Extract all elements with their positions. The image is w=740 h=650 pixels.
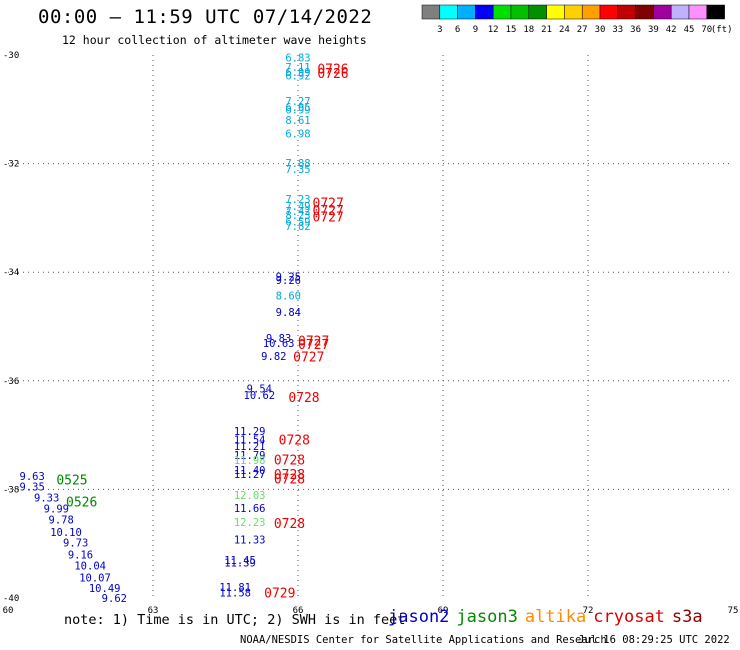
swh-value-label: 8.61 — [285, 115, 310, 127]
swh-value-label: 7.49 — [285, 201, 310, 213]
swh-value-label: 9.25 — [276, 272, 301, 284]
x-tick-label: 72 — [583, 606, 594, 616]
swh-value-label: 10.49 — [89, 583, 121, 595]
swh-value-label: 6.95 — [285, 102, 310, 114]
y-tick-label: -32 — [3, 160, 19, 170]
time-label: 0727 — [293, 350, 324, 365]
swh-value-label: 7.11 — [285, 62, 310, 74]
y-tick-label: -38 — [3, 485, 19, 495]
swh-value-label: 7.27 — [285, 96, 310, 108]
swh-value-label: 11.45 — [224, 555, 256, 567]
satellite-legend: jason2 jason3 altika cryosat s3a — [388, 607, 710, 627]
x-tick-label: 66 — [293, 606, 304, 616]
swh-value-label: 7.42 — [285, 206, 310, 218]
time-label: 0727 — [313, 197, 344, 212]
swh-value-label: 11.66 — [234, 503, 266, 515]
y-tick-label: -30 — [3, 51, 19, 61]
swh-value-label: 11.33 — [234, 534, 266, 546]
swh-value-label: 11.79 — [234, 450, 266, 462]
swh-value-label: 7.82 — [285, 221, 310, 233]
swh-value-label: 9.35 — [20, 482, 45, 494]
time-label: 0726 — [317, 67, 348, 82]
swh-value-label: 6.83 — [285, 53, 310, 65]
swh-value-label: 8.23 — [285, 210, 310, 222]
credit-text: NOAA/NESDIS Center for Satellite Applica… — [240, 634, 607, 646]
time-label: 0727 — [313, 204, 344, 219]
swh-value-label: 9.99 — [44, 503, 69, 515]
swh-value-label: 7.88 — [285, 158, 310, 170]
swh-value-label: 12.23 — [234, 517, 266, 529]
swh-value-label: 11.54 — [234, 434, 266, 446]
swh-value-label: 9.82 — [261, 351, 286, 363]
swh-value-label: 11.27 — [234, 469, 266, 481]
chart-subtitle: 12 hour collection of altimeter wave hei… — [62, 33, 367, 47]
swh-value-label: 11.29 — [234, 426, 266, 438]
swh-value-label: 6.59 — [285, 217, 310, 229]
legend-s3a: s3a — [671, 607, 703, 627]
time-label: 0726 — [317, 63, 348, 78]
swh-value-label: 10.04 — [74, 560, 106, 572]
swh-value-label: 9.26 — [276, 275, 301, 287]
swh-value-label: 7.23 — [285, 194, 310, 206]
time-label: 0728 — [274, 468, 305, 483]
legend-cryosat: cryosat — [593, 607, 665, 627]
generated-timestamp: Jul 16 08:29:25 UTC 2022 — [578, 634, 730, 646]
swh-value-label: 8.60 — [276, 291, 301, 303]
swh-value-label: 9.54 — [247, 383, 272, 395]
x-tick-label: 69 — [438, 606, 449, 616]
swh-value-label: 9.84 — [276, 307, 301, 319]
swh-value-label: 11.21 — [234, 441, 266, 453]
time-label: 0728 — [274, 473, 305, 488]
swh-value-label: 9.83 — [266, 333, 291, 345]
swh-value-label: 6.92 — [285, 71, 310, 83]
time-label: 0525 — [56, 474, 87, 489]
swh-value-label: 9.78 — [49, 514, 74, 526]
swh-value-label: 10.10 — [50, 527, 82, 539]
page-title: 00:00 — 11:59 UTC 07/14/2022 — [38, 6, 373, 28]
footer-note: note: 1) Time is in UTC; 2) SWH is in fe… — [64, 612, 406, 628]
swh-value-label: 11.81 — [219, 582, 251, 594]
y-tick-label: -36 — [3, 377, 19, 387]
x-tick-label: 75 — [728, 606, 739, 616]
swh-value-label: 11.39 — [224, 558, 256, 570]
swh-value-label: 6.98 — [285, 129, 310, 141]
x-tick-label: 60 — [3, 606, 14, 616]
time-label: 0728 — [288, 391, 319, 406]
time-label: 0727 — [298, 338, 329, 353]
legend-jason3: jason3 — [456, 607, 518, 627]
swh-value-label: 7.35 — [285, 164, 310, 176]
swh-value-label: 11.40 — [234, 465, 266, 477]
time-label: 0526 — [66, 495, 97, 510]
grid-lines — [8, 55, 733, 598]
y-tick-label: -34 — [3, 268, 19, 278]
swh-value-label: 9.16 — [68, 550, 93, 562]
data-labels: 6.837.116.996.927.276.956.998.616.987.88… — [20, 53, 349, 605]
legend-jason2: jason2 — [388, 607, 450, 627]
time-label: 0728 — [274, 454, 305, 469]
time-label: 0727 — [298, 335, 329, 350]
time-label: 0729 — [264, 587, 295, 602]
swh-value-label: 11.58 — [219, 588, 251, 600]
x-tick-label: 63 — [148, 606, 159, 616]
axis-tick-labels: 60 63 66 69 72 75 -30 -32 -34 -36 -38 -40 — [3, 51, 739, 616]
swh-value-label: 10.62 — [244, 390, 276, 402]
legend-altika: altika — [524, 607, 587, 627]
swh-value-label: 10.07 — [79, 572, 111, 584]
swh-value-label: 9.62 — [102, 593, 127, 605]
swh-value-label: 12.03 — [234, 490, 266, 502]
swh-value-label: 11.98 — [234, 455, 266, 467]
time-label: 0728 — [279, 433, 310, 448]
time-label: 0728 — [274, 517, 305, 532]
swh-value-label: 9.33 — [34, 493, 59, 505]
swh-value-label: 6.99 — [285, 104, 310, 116]
swh-value-label: 9.63 — [20, 471, 45, 483]
time-label: 0727 — [313, 210, 344, 225]
y-tick-label: -40 — [3, 594, 19, 604]
swh-value-label: 6.99 — [285, 67, 310, 79]
swh-value-label: 10.63 — [263, 338, 295, 350]
swh-value-label: 9.73 — [63, 538, 88, 550]
